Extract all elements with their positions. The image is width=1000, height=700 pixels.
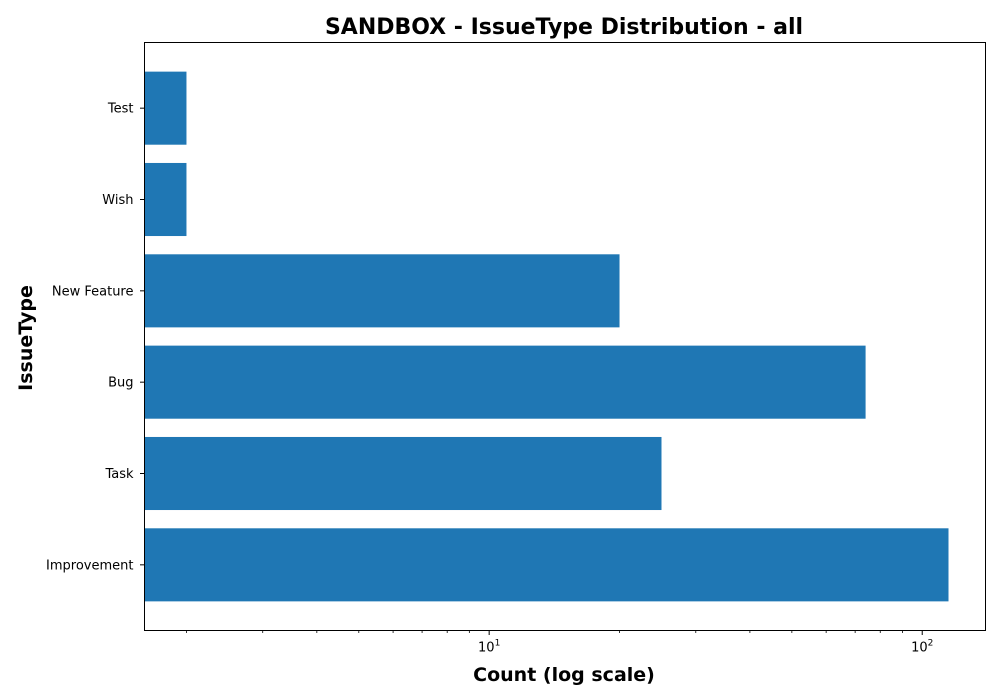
bars-layer xyxy=(144,71,949,602)
y-tick-label-new-feature: New Feature xyxy=(52,284,134,299)
x-tick-label-100: 102 xyxy=(911,639,933,656)
x-axis-label: Count (log scale) xyxy=(473,664,655,686)
ticks-layer: Improvement Task Bug New Feature Wish Test 101… xyxy=(46,102,933,656)
y-tick-label-improvement: Improvement xyxy=(46,558,133,573)
y-tick-label-wish: Wish xyxy=(102,193,133,208)
bar-wish xyxy=(144,162,187,237)
y-tick-label-test: Test xyxy=(107,102,134,117)
bar-task xyxy=(144,436,662,511)
x-tick-label-10: 101 xyxy=(478,639,500,656)
bar-test xyxy=(144,71,187,145)
plot-frame xyxy=(144,42,986,631)
y-tick-label-task: Task xyxy=(104,467,134,482)
bar-new-feature xyxy=(144,254,620,328)
chart-title: SANDBOX - IssueType Distribution - all xyxy=(325,15,803,40)
y-axis-label: IssueType xyxy=(15,285,37,391)
y-tick-label-bug: Bug xyxy=(108,376,133,391)
bar-bug xyxy=(144,345,866,419)
bar-improvement xyxy=(144,528,949,602)
